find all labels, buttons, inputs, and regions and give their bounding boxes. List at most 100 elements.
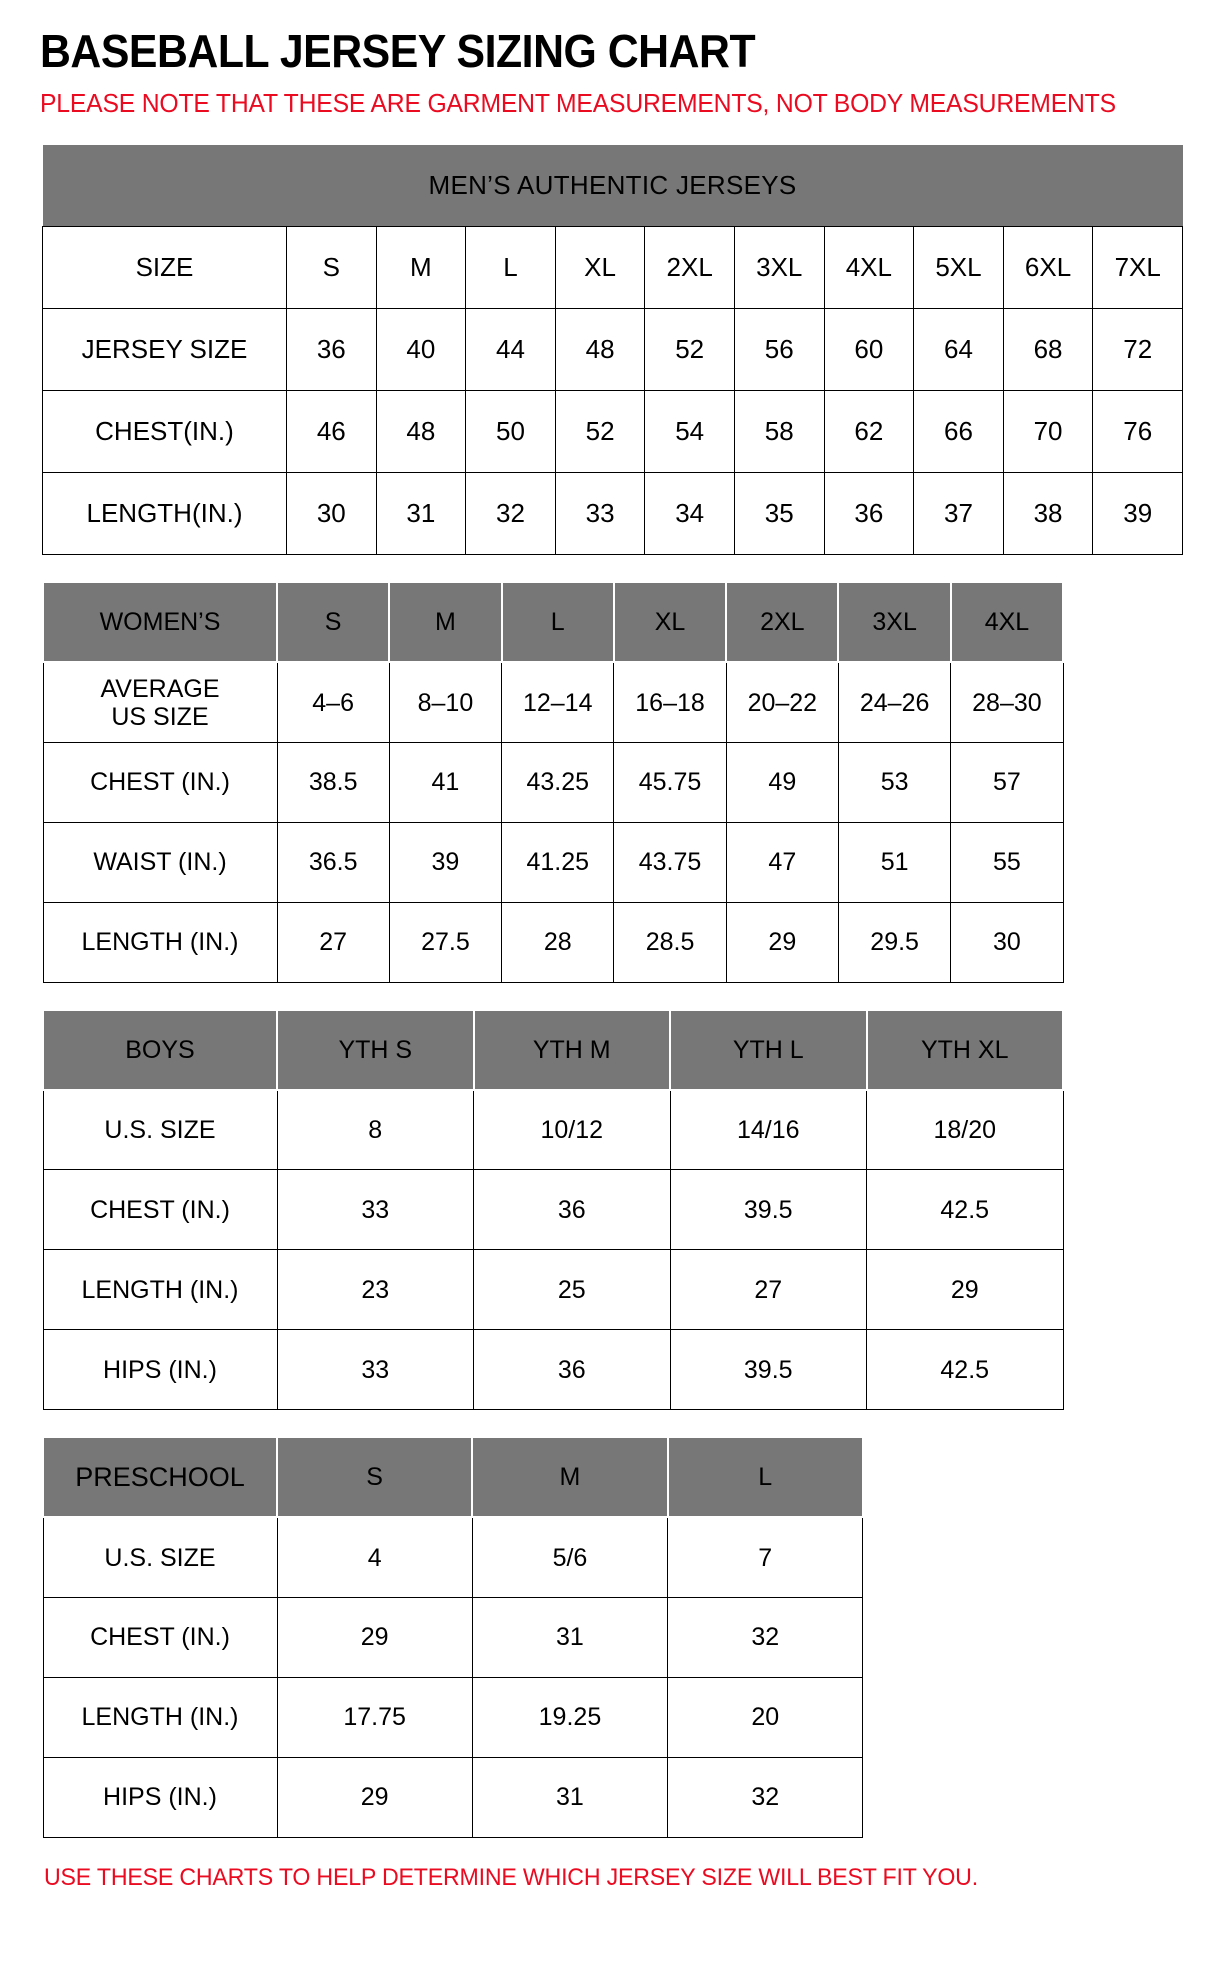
mens-row-label-length: LENGTH(IN.) (42, 472, 287, 556)
cell: 45.75 (613, 741, 727, 823)
mens-table-body: MEN’S AUTHENTIC JERSEYS SIZE S M L XL 2X… (42, 144, 1184, 556)
cell: 50 (465, 390, 556, 474)
preschool-table-body: PRESCHOOL S M L U.S. SIZE 4 5/6 7 CHEST … (42, 1436, 864, 1838)
cell: 32 (465, 472, 556, 556)
cell: 32 (667, 1756, 864, 1838)
table-row: CHEST(IN.) 46 48 50 52 54 58 62 66 70 76 (42, 390, 1184, 474)
womens-col-4xl: 4XL (949, 581, 1065, 664)
womens-row-label-chest: CHEST (IN.) (42, 741, 278, 823)
boys-row-label-hips: HIPS (IN.) (42, 1329, 278, 1411)
cell: 53 (837, 741, 952, 823)
sizing-chart-page: BASEBALL JERSEY SIZING CHART PLEASE NOTE… (40, 25, 1184, 1891)
mens-col-l: L (465, 226, 556, 310)
womens-col-s: S (275, 581, 391, 664)
mens-row-label-header: SIZE (42, 226, 287, 310)
table-row: LENGTH (IN.) 23 25 27 29 (42, 1249, 1064, 1331)
cell: 28 (501, 901, 615, 983)
cell: 48 (554, 308, 646, 392)
womens-row-label-length: LENGTH (IN.) (42, 901, 278, 983)
cell: 4–6 (276, 661, 390, 743)
cell: 46 (286, 390, 377, 474)
cell: 25 (473, 1249, 671, 1331)
womens-col-xl: XL (612, 581, 728, 664)
cell: 29 (276, 1596, 473, 1678)
preschool-banner-title: PRESCHOOL (42, 1436, 278, 1519)
label-line-1: AVERAGE (100, 674, 220, 703)
cell: 31 (471, 1756, 669, 1838)
cell: 39.5 (669, 1169, 867, 1251)
cell: 52 (644, 308, 735, 392)
mens-col-4xl: 4XL (823, 226, 915, 310)
cell: 29.5 (837, 901, 952, 983)
table-row: WAIST (IN.) 36.5 39 41.25 43.75 47 51 55 (42, 821, 1064, 903)
mens-col-2xl: 2XL (644, 226, 735, 310)
cell: 62 (823, 390, 915, 474)
womens-table-body: WOMEN’S S M L XL 2XL 3XL 4XL AVERAGE US S… (42, 581, 1065, 983)
cell: 28.5 (613, 901, 727, 983)
mens-row-label-chest: CHEST(IN.) (42, 390, 287, 474)
cell: 64 (913, 308, 1004, 392)
cell: 42.5 (866, 1169, 1064, 1251)
womens-row-label-average-us-size: AVERAGE US SIZE (42, 661, 278, 743)
cell: 30 (950, 901, 1064, 983)
cell: 47 (725, 821, 839, 903)
cell: 48 (375, 390, 467, 474)
preschool-sizing-table: PRESCHOOL S M L U.S. SIZE 4 5/6 7 CHEST … (42, 1436, 864, 1838)
cell: 43.25 (501, 741, 615, 823)
cell: 33 (276, 1329, 474, 1411)
cell: 35 (733, 472, 825, 556)
mens-col-7xl: 7XL (1092, 226, 1184, 310)
womens-col-3xl: 3XL (837, 581, 952, 664)
preschool-col-s: S (275, 1436, 474, 1519)
womens-header-row: WOMEN’S S M L XL 2XL 3XL 4XL (42, 581, 1065, 664)
table-row: LENGTH(IN.) 30 31 32 33 34 35 36 37 38 3… (42, 472, 1184, 556)
table-row: CHEST (IN.) 33 36 39.5 42.5 (42, 1169, 1064, 1251)
cell: 17.75 (276, 1676, 473, 1758)
mens-col-5xl: 5XL (913, 226, 1004, 310)
womens-sizing-table: WOMEN’S S M L XL 2XL 3XL 4XL AVERAGE US S… (42, 581, 1065, 983)
cell: 12–14 (501, 661, 615, 743)
womens-col-m: M (388, 581, 503, 664)
cell: 33 (276, 1169, 474, 1251)
boys-col-yth-m: YTH M (472, 1008, 671, 1091)
preschool-col-l: L (666, 1436, 864, 1519)
table-row: JERSEY SIZE 36 40 44 48 52 56 60 64 68 7… (42, 308, 1184, 392)
preschool-row-label-chest: CHEST (IN.) (42, 1596, 278, 1678)
boys-table-body: BOYS YTH S YTH M YTH L YTH XL U.S. SIZE … (42, 1008, 1064, 1411)
cell: 29 (725, 901, 839, 983)
cell: 36 (473, 1169, 671, 1251)
cell: 55 (950, 821, 1064, 903)
boys-header-row: BOYS YTH S YTH M YTH L YTH XL (42, 1008, 1064, 1091)
womens-col-l: L (500, 581, 615, 664)
boys-col-yth-l: YTH L (669, 1008, 868, 1091)
cell: 42.5 (866, 1329, 1064, 1411)
cell: 58 (733, 390, 825, 474)
cell: 76 (1092, 390, 1184, 474)
cell: 39 (388, 821, 503, 903)
preschool-col-m: M (471, 1436, 669, 1519)
cell: 32 (667, 1596, 864, 1678)
cell: 36 (823, 472, 915, 556)
womens-col-2xl: 2XL (725, 581, 840, 664)
mens-col-xl: XL (554, 226, 646, 310)
mens-col-3xl: 3XL (733, 226, 825, 310)
cell: 14/16 (669, 1089, 867, 1171)
mens-column-header-row: SIZE S M L XL 2XL 3XL 4XL 5XL 6XL 7XL (42, 226, 1184, 310)
cell: 31 (471, 1596, 669, 1678)
cell: 39.5 (669, 1329, 867, 1411)
cell: 39 (1092, 472, 1184, 556)
table-row: CHEST (IN.) 29 31 32 (42, 1596, 864, 1678)
page-title: BASEBALL JERSEY SIZING CHART (40, 25, 756, 77)
womens-row-label-waist: WAIST (IN.) (42, 821, 278, 903)
table-row: HIPS (IN.) 33 36 39.5 42.5 (42, 1329, 1064, 1411)
cell: 28–30 (950, 661, 1064, 743)
mens-col-s: S (286, 226, 377, 310)
cell: 8–10 (388, 661, 503, 743)
table-row: U.S. SIZE 8 10/12 14/16 18/20 (42, 1089, 1064, 1171)
cell: 29 (866, 1249, 1064, 1331)
table-row: LENGTH (IN.) 17.75 19.25 20 (42, 1676, 864, 1758)
cell: 36.5 (276, 821, 390, 903)
cell: 8 (276, 1089, 474, 1171)
cell: 51 (837, 821, 952, 903)
cell: 41 (388, 741, 503, 823)
